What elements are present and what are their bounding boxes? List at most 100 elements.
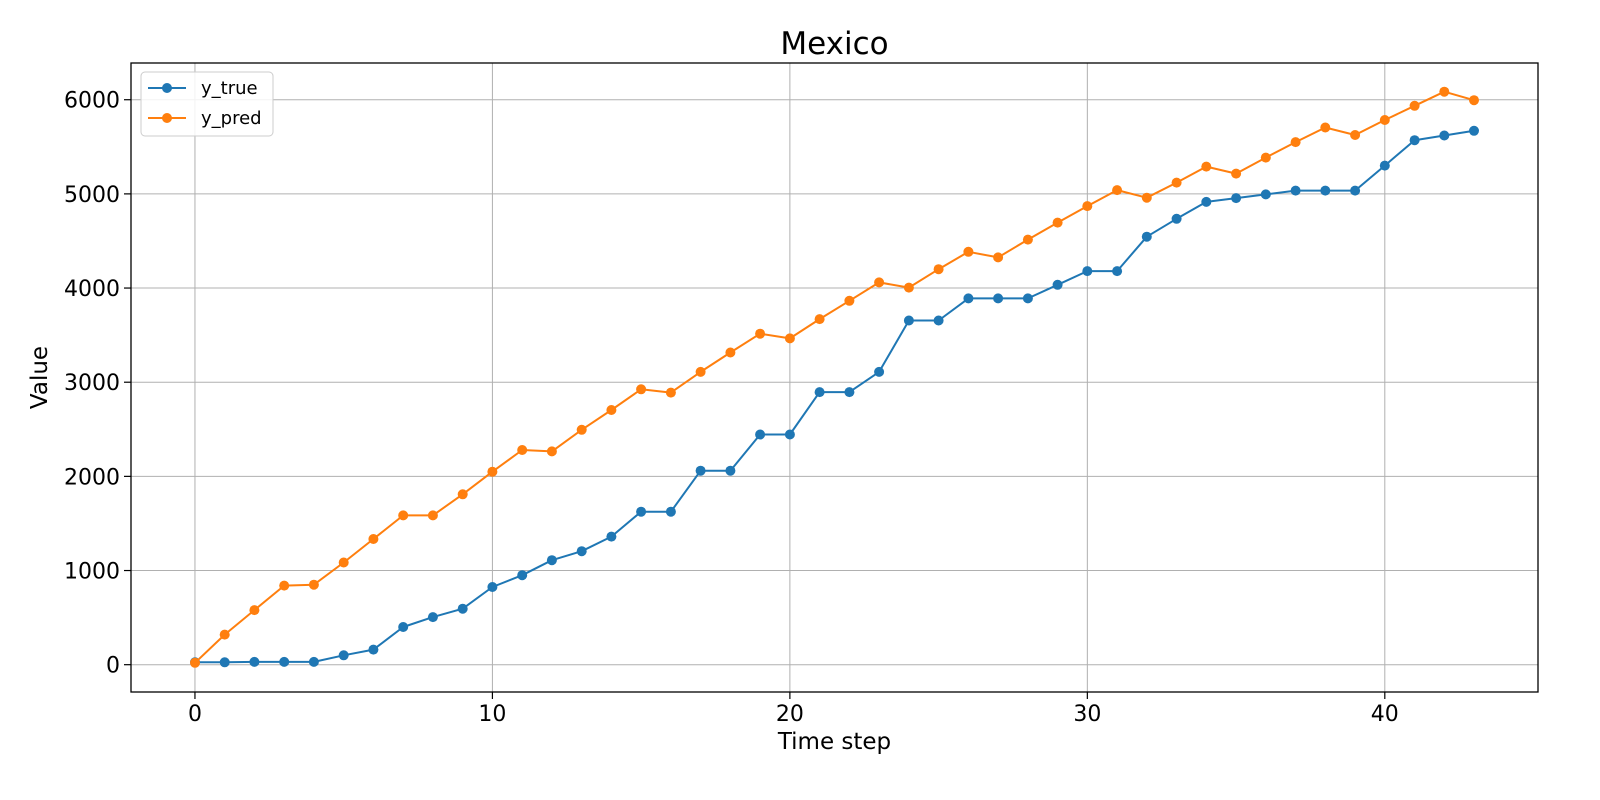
data-point: [1201, 161, 1212, 172]
data-point: [219, 629, 230, 640]
legend-label: y_pred: [201, 108, 262, 129]
data-point: [368, 534, 379, 544]
y-tick-label: 4000: [64, 277, 120, 302]
legend: y_true y_pred: [140, 71, 274, 137]
data-point: [457, 603, 468, 614]
data-point: [755, 328, 766, 339]
data-point: [1439, 86, 1450, 97]
y-tick-label: 1000: [64, 560, 120, 585]
data-point: [784, 333, 795, 344]
data-point: [546, 446, 557, 457]
data-point: [338, 557, 349, 568]
data-point: [844, 387, 855, 398]
data-point: [1171, 177, 1182, 188]
grid-lines: [131, 63, 1538, 692]
data-point: [279, 656, 290, 667]
data-point: [1052, 279, 1063, 290]
data-point: [487, 582, 498, 592]
data-point: [903, 315, 914, 326]
axis-ticks: 0 10 20 30 40 0 1000 2000 3000 4000 5000 6000: [64, 89, 1399, 727]
data-point: [308, 579, 319, 590]
data-point: [814, 387, 825, 398]
data-point: [636, 506, 647, 517]
data-point: [695, 366, 706, 377]
data-point: [249, 605, 260, 616]
data-point: [1469, 95, 1479, 106]
data-point: [874, 366, 885, 377]
data-point: [784, 429, 795, 440]
x-tick-label: 40: [1371, 702, 1399, 727]
data-point: [963, 293, 974, 304]
data-point: [963, 246, 974, 257]
data-point: [1290, 185, 1301, 196]
x-tick-label: 20: [776, 702, 804, 727]
data-point: [725, 465, 736, 476]
data-point: [1082, 266, 1093, 277]
data-point: [219, 657, 230, 668]
data-point: [665, 506, 676, 517]
y-tick-label: 6000: [64, 89, 120, 114]
y-tick-label: 2000: [64, 465, 120, 490]
data-point: [993, 293, 1004, 304]
data-point: [308, 656, 319, 667]
x-axis-label: Time step: [777, 729, 891, 755]
data-point: [338, 650, 349, 661]
y-tick-label: 3000: [64, 371, 120, 396]
y-tick-label: 5000: [64, 183, 120, 208]
data-point: [1022, 293, 1033, 304]
data-point: [1201, 196, 1212, 207]
x-tick-label: 10: [478, 702, 506, 727]
data-point: [606, 405, 617, 415]
data-point: [874, 277, 885, 288]
data-point: [368, 644, 379, 655]
data-point: [1290, 137, 1301, 148]
data-point: [190, 657, 200, 668]
data-point: [933, 315, 944, 326]
chart-title: Mexico: [780, 26, 888, 62]
data-point: [1379, 115, 1390, 125]
data-point: [487, 466, 498, 477]
y-tick-label: 0: [106, 654, 120, 679]
legend-marker: [162, 113, 172, 123]
data-point: [1350, 130, 1361, 140]
data-point: [398, 510, 409, 521]
data-point: [1112, 266, 1123, 277]
data-point: [1141, 231, 1152, 242]
data-point: [1439, 130, 1450, 141]
data-point: [606, 531, 617, 542]
data-point: [1082, 201, 1093, 212]
y-axis-label: Value: [27, 346, 53, 409]
data-point: [1320, 122, 1331, 133]
data-point: [1350, 185, 1361, 196]
data-point: [665, 387, 676, 398]
data-point: [457, 489, 468, 500]
legend-items: y_true y_pred: [148, 78, 262, 129]
legend-label: y_true: [201, 78, 258, 99]
x-tick-label: 30: [1073, 702, 1101, 727]
data-point: [398, 622, 409, 632]
data-point: [517, 445, 528, 455]
series-line: [195, 129, 1475, 664]
data-point: [576, 546, 587, 557]
data-point: [755, 429, 766, 440]
data-point: [1469, 125, 1479, 136]
data-point: [1231, 168, 1242, 179]
data-point: [1231, 193, 1242, 204]
series-layer: [190, 86, 1479, 668]
data-point: [1141, 192, 1152, 203]
data-point: [814, 314, 825, 325]
data-point: [1260, 152, 1271, 163]
data-point: [1320, 185, 1331, 196]
data-point: [1409, 135, 1420, 146]
data-point: [576, 424, 587, 435]
data-point: [1112, 185, 1123, 196]
data-point: [427, 612, 438, 623]
data-point: [427, 510, 438, 521]
data-point: [903, 282, 914, 293]
data-point: [636, 384, 647, 395]
plot-frame: [130, 62, 1539, 693]
legend-marker: [162, 83, 172, 93]
data-point: [993, 252, 1004, 263]
data-point: [1171, 213, 1182, 224]
